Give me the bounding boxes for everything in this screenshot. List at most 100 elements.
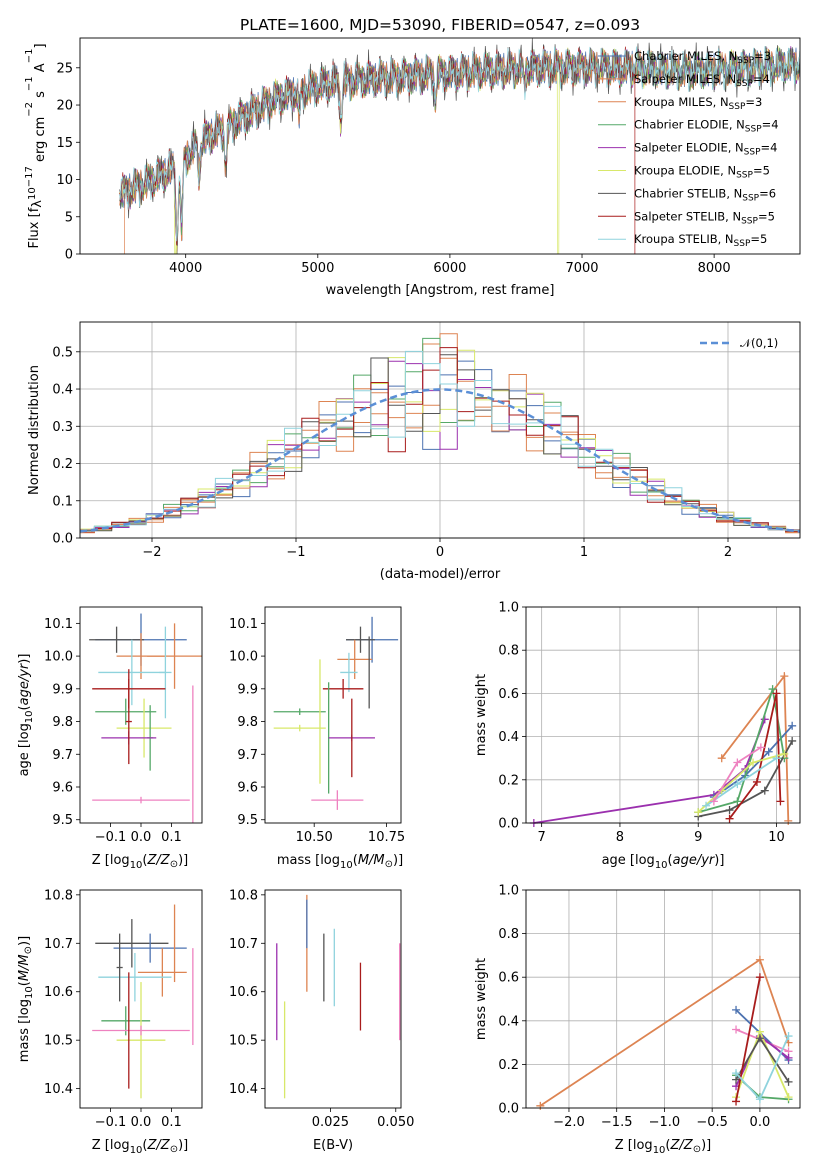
histogram-frame <box>79 321 801 539</box>
y-tick-label: 9.5 <box>237 813 258 828</box>
y-tick-label: 10.0 <box>44 650 73 665</box>
label-part: Z [log <box>615 1138 653 1153</box>
error-bar-point <box>95 919 169 968</box>
y-tick-label: 10.0 <box>229 650 258 665</box>
legend-count: =5 <box>750 232 767 246</box>
legend-count: =4 <box>761 141 778 155</box>
label-part: M/M <box>17 954 32 981</box>
error-bar-point <box>95 698 157 725</box>
legend-subscript: SSP <box>734 239 751 249</box>
spectrum-axes <box>76 67 715 258</box>
weight-line <box>735 977 761 1102</box>
weight-marker <box>536 1101 545 1110</box>
weight-marker <box>732 1097 741 1106</box>
x-tick-label: 0.0 <box>131 830 152 845</box>
x-tick-label: 0 <box>436 545 444 560</box>
x-tick-label: 0.1 <box>161 1115 182 1130</box>
x-tick-label: 2 <box>724 545 732 560</box>
y-tick-label: 10.6 <box>229 985 258 1000</box>
label-part: )] <box>178 1138 188 1153</box>
y-axis-label: mass [log10(M/M⊙)] <box>17 936 35 1062</box>
label-part: ⊙ <box>385 859 393 870</box>
weight-marker <box>764 747 773 756</box>
weight-marker <box>772 689 781 698</box>
label-part: ( <box>665 1138 670 1153</box>
x-axis-label: Z [log10(Z/Z⊙)] <box>92 1138 189 1156</box>
y-tick-label: 0.0 <box>498 817 519 832</box>
x-tick-label: −0.1 <box>95 1115 127 1130</box>
y-tick-label: 0.3 <box>52 420 73 435</box>
label-part: ⊙ <box>170 1144 178 1155</box>
y-axis-label: Flux [fλ10−17 erg cm−2 s−1 A−1] <box>24 43 48 248</box>
age_vs_mass-axes <box>261 622 387 827</box>
y-tick-label: 10.4 <box>44 1082 73 1097</box>
legend-entry: Kroupa STELIB, NSSP=5 <box>634 232 767 249</box>
y-tick-label: 10.1 <box>229 617 258 632</box>
weight-marker <box>702 801 711 810</box>
y-tick-label: 0.2 <box>52 457 73 472</box>
y-axis-label: mass weight <box>474 674 489 756</box>
legend-count: =5 <box>758 209 775 223</box>
y-label-part: −2 <box>24 102 35 117</box>
x-tick-label: −0.1 <box>95 830 127 845</box>
legend-count: =4 <box>753 72 770 86</box>
weight-marker <box>752 777 761 786</box>
weight-marker <box>709 797 718 806</box>
legend-subscript: SSP <box>744 148 761 158</box>
legend-entry: Chabrier STELIB, NSSP=6 <box>634 186 776 203</box>
error-bar-point <box>125 679 132 765</box>
x-tick-label: −2 <box>142 545 161 560</box>
y-label-part: λ <box>30 200 45 208</box>
weight-marker <box>780 749 789 758</box>
y-label-part: 10 <box>27 187 38 200</box>
x-axis-label: Z [log10(Z/Z⊙)] <box>615 1138 712 1156</box>
weight_vs_age-frame <box>525 606 801 824</box>
weight-marker <box>784 1032 793 1041</box>
y-tick-label: 10.4 <box>229 1082 258 1097</box>
weight-marker <box>760 786 769 795</box>
y-tick-label: 10.6 <box>44 985 73 1000</box>
error-bar-point <box>92 796 190 804</box>
legend-entry: 𝒩(0,1) <box>740 336 778 350</box>
weight-marker <box>725 814 734 823</box>
y-tick-label: 0.2 <box>498 773 519 788</box>
error-bar-point <box>116 633 166 679</box>
x-tick-label: 10.75 <box>368 830 405 845</box>
label-part: 10 <box>24 986 35 999</box>
x-tick-label: 8000 <box>698 261 731 276</box>
y-tick-label: 1.0 <box>498 884 519 899</box>
label-part: 10 <box>130 1145 143 1156</box>
legend-count: =3 <box>754 49 771 63</box>
x-tick-label: 0.025 <box>312 1115 349 1130</box>
x-axis-label: mass [log10(M/M⊙)] <box>277 853 403 871</box>
legend-count: =5 <box>753 164 770 178</box>
label-part: Z [log <box>92 853 130 868</box>
error-bar-point <box>92 1025 190 1036</box>
label-part: 10 <box>655 860 668 871</box>
x-tick-label: −2.0 <box>553 1115 585 1130</box>
label-part: 10 <box>340 860 353 871</box>
y-tick-label: 9.9 <box>237 682 258 697</box>
x-tick-label: 1 <box>580 545 588 560</box>
error-bar-point <box>116 933 123 1002</box>
y-tick-label: 10.8 <box>229 888 258 903</box>
legend-count: =6 <box>759 186 776 200</box>
label-part: age [log <box>602 853 655 868</box>
legend-subscript: SSP <box>741 216 758 226</box>
x-tick-label: 8 <box>616 830 624 845</box>
y-tick-label: 9.8 <box>52 715 73 730</box>
label-part: )] <box>701 1138 711 1153</box>
weight-marker <box>732 1005 741 1014</box>
x-tick-label: 10 <box>768 830 785 845</box>
y-tick-label: 25 <box>56 61 73 76</box>
y-label-part: A <box>33 63 48 76</box>
y-tick-label: 0.5 <box>52 345 73 360</box>
y-label-part: Flux [f <box>27 207 42 248</box>
label-part: ⊙ <box>23 946 34 954</box>
weight-marker <box>755 1034 764 1043</box>
y-tick-label: 0.6 <box>498 687 519 702</box>
error-bar-point <box>89 626 145 653</box>
x-tick-label: −1.5 <box>601 1115 633 1130</box>
histogram-step <box>80 349 800 531</box>
y-tick-label: 0.6 <box>498 971 519 986</box>
